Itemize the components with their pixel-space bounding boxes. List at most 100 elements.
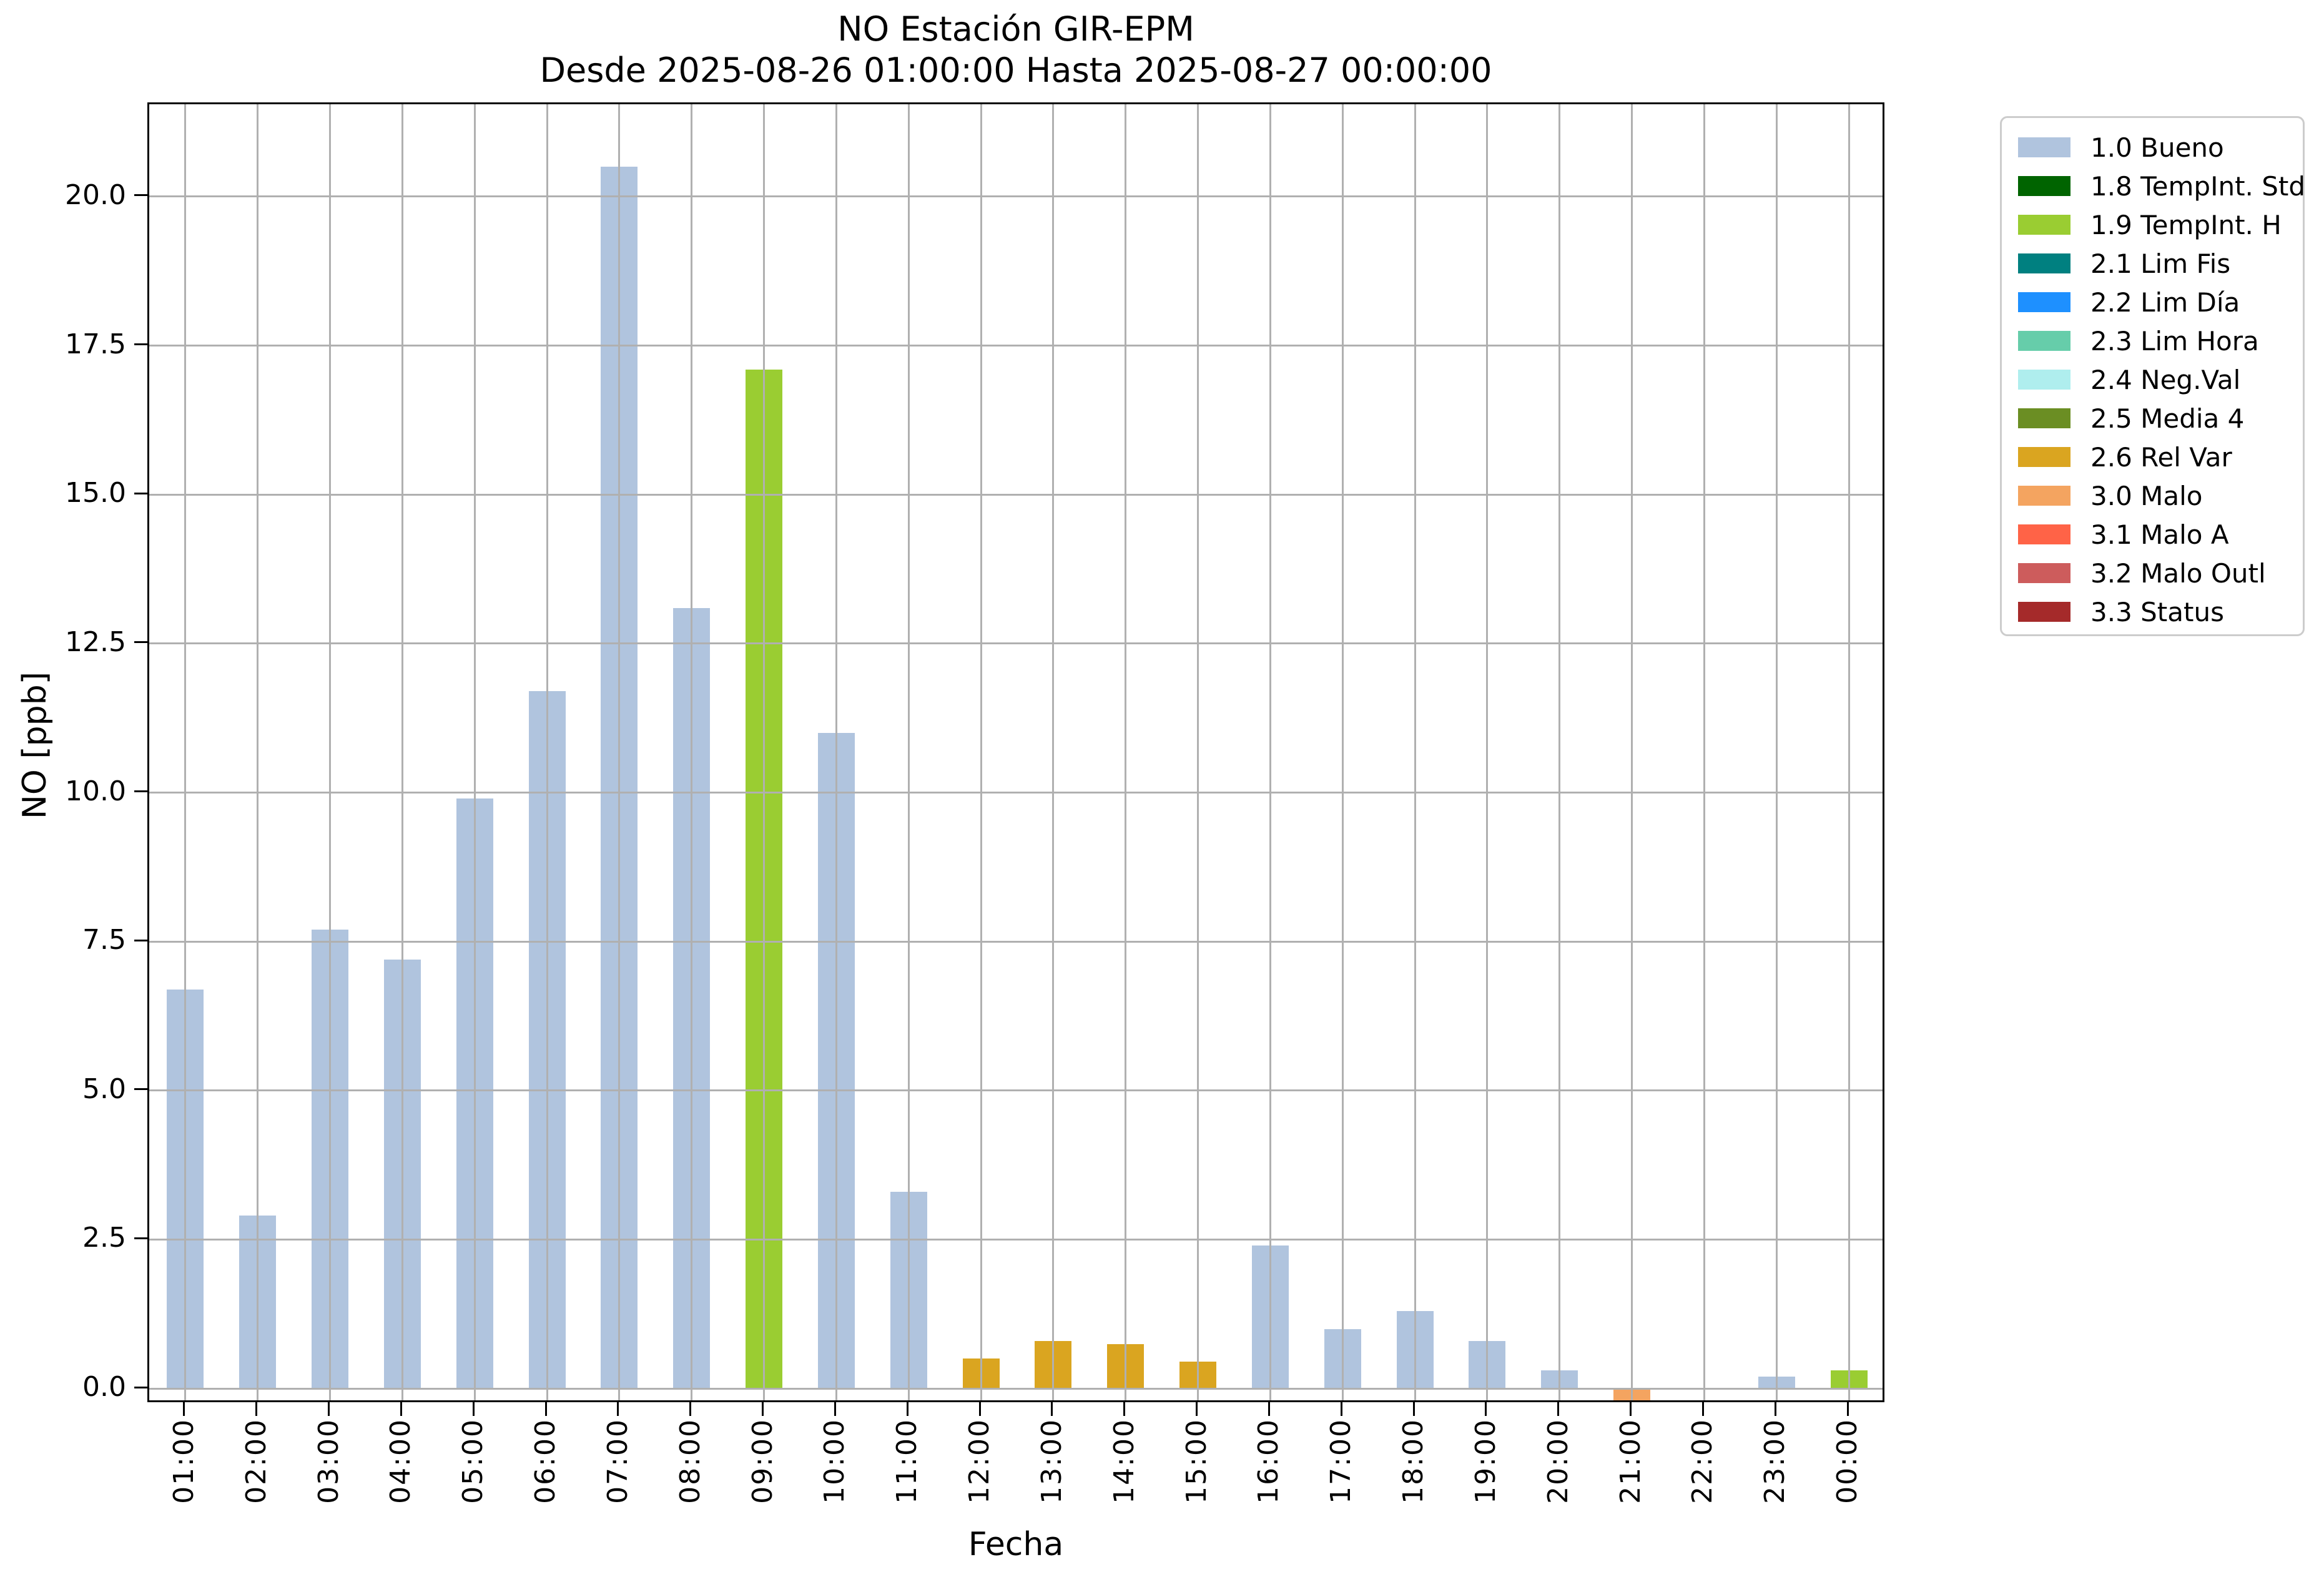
y-tick-mark <box>134 1386 148 1388</box>
legend-label: 2.4 Neg.Val <box>2090 364 2241 395</box>
x-tick-label: 22:00 <box>1686 1418 1719 1504</box>
legend-label: 1.9 TempInt. H <box>2090 209 2282 240</box>
x-tick-mark <box>834 1402 836 1416</box>
legend-label: 2.6 Rel Var <box>2090 441 2232 473</box>
v-gridline <box>1486 104 1489 1400</box>
x-tick-mark <box>255 1402 258 1416</box>
v-gridline <box>1197 104 1199 1400</box>
legend-label: 3.0 Malo <box>2090 480 2203 511</box>
legend-swatch <box>2018 137 2070 157</box>
x-tick-label: 11:00 <box>891 1418 923 1504</box>
x-tick-mark <box>762 1402 764 1416</box>
legend-label: 2.2 Lim Día <box>2090 287 2240 318</box>
legend-item: 3.0 Malo <box>2002 476 2303 515</box>
x-tick-label: 15:00 <box>1180 1418 1213 1504</box>
v-gridline <box>1631 104 1633 1400</box>
legend-label: 3.3 Status <box>2090 596 2224 627</box>
y-tick-mark <box>134 343 148 346</box>
legend-item: 2.1 Lim Fis <box>2002 244 2303 283</box>
legend-item: 3.1 Malo A <box>2002 515 2303 554</box>
h-gridline <box>149 1089 1883 1092</box>
x-tick-mark <box>1268 1402 1270 1416</box>
v-gridline <box>257 104 259 1400</box>
y-tick-label: 17.5 <box>65 328 126 360</box>
x-tick-mark <box>1412 1402 1415 1416</box>
h-gridline <box>149 1238 1883 1241</box>
v-gridline <box>907 104 910 1400</box>
legend-swatch <box>2018 524 2070 544</box>
v-gridline <box>546 104 548 1400</box>
h-gridline <box>149 493 1883 496</box>
legend-swatch <box>2018 292 2070 312</box>
x-tick-mark <box>400 1402 402 1416</box>
legend-item: 1.0 Bueno <box>2002 128 2303 167</box>
h-gridline <box>149 792 1883 794</box>
legend-label: 2.1 Lim Fis <box>2090 248 2231 279</box>
legend-item: 3.3 Status <box>2002 592 2303 631</box>
legend-item: 2.3 Lim Hora <box>2002 322 2303 360</box>
x-tick-mark <box>183 1402 185 1416</box>
v-gridline <box>329 104 332 1400</box>
y-tick-label: 0.0 <box>82 1371 126 1403</box>
x-tick-label: 09:00 <box>746 1418 779 1504</box>
chart-subtitle: Desde 2025-08-26 01:00:00 Hasta 2025-08-… <box>539 51 1492 90</box>
y-tick-label: 2.5 <box>82 1222 126 1254</box>
x-tick-mark <box>617 1402 619 1416</box>
y-tick-mark <box>134 939 148 941</box>
h-gridline <box>149 1387 1883 1390</box>
h-gridline <box>149 195 1883 198</box>
x-tick-label: 05:00 <box>457 1418 490 1504</box>
x-tick-label: 02:00 <box>240 1418 272 1504</box>
x-tick-label: 08:00 <box>674 1418 706 1504</box>
v-gridline <box>1558 104 1561 1400</box>
x-tick-mark <box>472 1402 475 1416</box>
x-axis-label: Fecha <box>968 1526 1064 1563</box>
legend-item: 2.4 Neg.Val <box>2002 360 2303 399</box>
x-tick-label: 21:00 <box>1614 1418 1647 1504</box>
x-tick-label: 00:00 <box>1831 1418 1864 1504</box>
v-gridline <box>835 104 837 1400</box>
legend-label: 3.2 Malo Outl <box>2090 558 2266 589</box>
title-block: NO Estación GIR-EPM Desde 2025-08-26 01:… <box>148 9 1884 91</box>
x-tick-mark <box>1557 1402 1560 1416</box>
y-tick-label: 10.0 <box>65 775 126 807</box>
x-tick-label: 20:00 <box>1542 1418 1574 1504</box>
y-tick-label: 20.0 <box>65 179 126 211</box>
legend-item: 2.5 Media 4 <box>2002 399 2303 438</box>
legend-swatch <box>2018 486 2070 506</box>
v-gridline <box>1703 104 1705 1400</box>
x-tick-mark <box>1774 1402 1776 1416</box>
legend-swatch <box>2018 370 2070 390</box>
x-tick-label: 17:00 <box>1325 1418 1357 1504</box>
v-gridline <box>1125 104 1127 1400</box>
y-tick-label: 12.5 <box>65 626 126 658</box>
y-tick-label: 5.0 <box>82 1073 126 1105</box>
x-tick-label: 18:00 <box>1397 1418 1430 1504</box>
y-tick-label: 7.5 <box>82 924 126 956</box>
v-gridline <box>1414 104 1416 1400</box>
v-gridline <box>401 104 403 1400</box>
y-tick-mark <box>134 492 148 494</box>
x-tick-mark <box>1051 1402 1053 1416</box>
v-gridline <box>1848 104 1850 1400</box>
x-tick-mark <box>1701 1402 1704 1416</box>
x-tick-label: 14:00 <box>1108 1418 1140 1504</box>
legend-swatch <box>2018 447 2070 467</box>
y-tick-mark <box>134 1088 148 1091</box>
x-tick-label: 19:00 <box>1469 1418 1502 1504</box>
x-tick-label: 06:00 <box>529 1418 562 1504</box>
chart-title: NO Estación GIR-EPM <box>837 9 1194 49</box>
y-tick-label: 15.0 <box>65 477 126 509</box>
v-gridline <box>980 104 982 1400</box>
v-gridline <box>763 104 766 1400</box>
legend-swatch <box>2018 602 2070 622</box>
legend-swatch <box>2018 253 2070 273</box>
legend-item: 1.9 TempInt. H <box>2002 205 2303 244</box>
h-gridline <box>149 345 1883 347</box>
legend-swatch <box>2018 176 2070 196</box>
legend-swatch <box>2018 331 2070 351</box>
legend-label: 2.3 Lim Hora <box>2090 325 2259 356</box>
v-gridline <box>1269 104 1271 1400</box>
legend-item: 1.8 TempInt. Std <box>2002 167 2305 205</box>
x-tick-mark <box>1485 1402 1487 1416</box>
